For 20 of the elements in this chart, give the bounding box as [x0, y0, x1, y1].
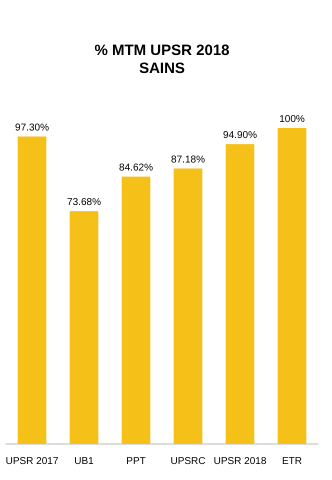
- bar: [226, 144, 254, 444]
- data-label: 84.62%: [119, 162, 154, 174]
- data-label: 97.30%: [15, 122, 50, 134]
- x-tick-label: PPT: [126, 456, 146, 467]
- bar: [122, 176, 150, 444]
- x-tick-label: UB1: [74, 456, 94, 467]
- x-tick-label: ETR: [282, 456, 302, 467]
- text: % MTM UPSR 2018: [94, 42, 230, 60]
- data-label: 87.18%: [171, 154, 206, 166]
- data-label: 73.68%: [67, 196, 102, 208]
- x-tick-label: UPSRC: [170, 456, 206, 467]
- x-tick-label: UPSR 2017: [6, 456, 59, 467]
- bar: [174, 168, 202, 444]
- bar: [278, 128, 306, 444]
- data-label: 94.90%: [223, 130, 258, 141]
- x-tick-label: UPSR 2018: [214, 456, 267, 467]
- data-label: 100%: [279, 114, 305, 125]
- text: SAINS: [139, 60, 185, 78]
- bar: [18, 136, 46, 444]
- bar: [70, 211, 98, 444]
